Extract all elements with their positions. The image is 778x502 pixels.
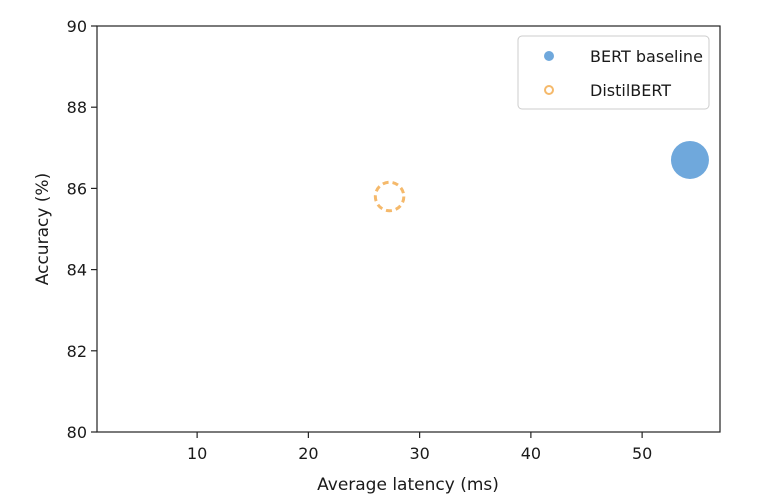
legend-frame bbox=[517, 35, 710, 110]
x-tick-label: 30 bbox=[409, 444, 429, 463]
data-points bbox=[373, 140, 709, 213]
y-tick-label: 88 bbox=[67, 98, 87, 117]
y-tick-label: 80 bbox=[67, 423, 87, 442]
legend-label-distilbert: DistilBERT bbox=[590, 81, 671, 100]
point-distilbert bbox=[373, 180, 406, 213]
y-axis: 80 82 84 86 88 90 bbox=[67, 17, 97, 442]
x-tick-label: 10 bbox=[187, 444, 207, 463]
x-tick-label: 20 bbox=[298, 444, 318, 463]
legend-marker-bert-baseline bbox=[544, 51, 554, 61]
legend-marker-distilbert bbox=[544, 85, 554, 95]
x-axis: 10 20 30 40 50 bbox=[187, 432, 652, 463]
y-tick-label: 82 bbox=[67, 342, 87, 361]
y-tick-label: 84 bbox=[67, 261, 87, 280]
point-bert-baseline bbox=[670, 140, 709, 179]
legend: BERT baseline DistilBERT bbox=[517, 35, 710, 110]
y-tick-label: 90 bbox=[67, 17, 87, 36]
legend-label-bert-baseline: BERT baseline bbox=[590, 47, 703, 66]
y-tick-label: 86 bbox=[67, 179, 87, 198]
y-axis-title: Accuracy (%) bbox=[33, 173, 53, 285]
x-tick-label: 50 bbox=[632, 444, 652, 463]
x-tick-label: 40 bbox=[521, 444, 541, 463]
x-axis-title: Average latency (ms) bbox=[317, 475, 499, 495]
